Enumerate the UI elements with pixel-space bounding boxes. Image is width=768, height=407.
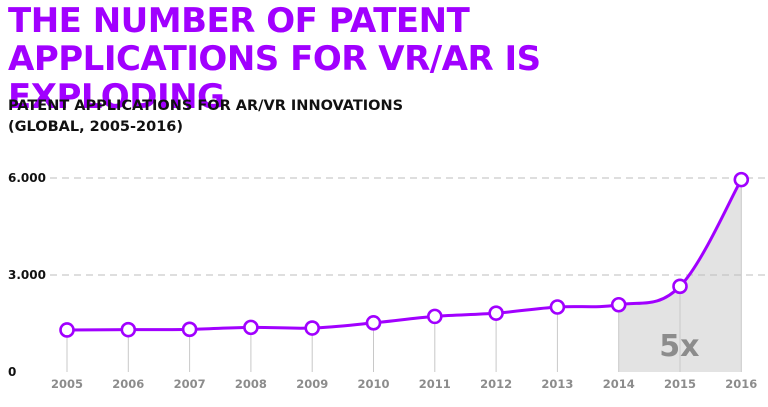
x-tick-label: 2015 bbox=[664, 377, 696, 391]
data-point-2016 bbox=[733, 171, 750, 188]
x-tick-label: 2014 bbox=[603, 377, 635, 391]
data-points-layer bbox=[59, 171, 750, 338]
data-point-2009 bbox=[304, 320, 321, 336]
x-tick-label: 2008 bbox=[235, 377, 267, 391]
headline-line-2: APPLICATIONS FOR VR/AR IS EXPLODING bbox=[8, 39, 541, 117]
data-point-2013 bbox=[549, 299, 566, 315]
headline: THE NUMBER OF PATENT APPLICATIONS FOR VR… bbox=[8, 2, 768, 116]
gridlines-layer bbox=[50, 177, 768, 276]
x-tick-label: 2009 bbox=[296, 377, 328, 391]
data-point-2015 bbox=[672, 278, 688, 295]
annotation-layer: 5x bbox=[659, 329, 699, 364]
x-tick-label: 2011 bbox=[419, 377, 451, 391]
droplines-layer bbox=[66, 179, 742, 372]
data-point-2008 bbox=[243, 319, 259, 336]
data-point-2006 bbox=[120, 321, 137, 338]
x-tick-label: 2007 bbox=[174, 377, 206, 391]
x-tick-label: 2010 bbox=[357, 377, 389, 391]
chart-title-block: PATENT APPLICATIONS FOR AR/VR INNOVATION… bbox=[8, 96, 403, 138]
chart-subtitle: (GLOBAL, 2005-2016) bbox=[8, 119, 184, 135]
x-tick-label: 2006 bbox=[112, 377, 144, 391]
x-tick-label: 2012 bbox=[480, 377, 512, 391]
x-tick-label: 2013 bbox=[541, 377, 573, 391]
y-tick-label: 6.000 bbox=[8, 171, 46, 185]
y-tick-label: 3.000 bbox=[8, 268, 46, 282]
x-tick-label: 2005 bbox=[51, 377, 83, 391]
data-point-2012 bbox=[488, 305, 504, 321]
x-tick-label: 2016 bbox=[725, 377, 757, 391]
y-tick-label: 0 bbox=[8, 365, 16, 379]
x-axis-labels: 2005 2006 2007 2008 2009 2010 2011 2012 2013 2014… bbox=[51, 377, 757, 391]
data-point-2010 bbox=[365, 315, 382, 331]
chart-title: PATENT APPLICATIONS FOR AR/VR INNOVATION… bbox=[8, 98, 404, 114]
data-point-2014 bbox=[610, 296, 627, 313]
data-point-2005 bbox=[59, 322, 75, 338]
headline-line-1: THE NUMBER OF PATENT bbox=[8, 1, 470, 41]
growth-annotation: 5x bbox=[659, 329, 699, 364]
data-point-2011 bbox=[426, 308, 443, 325]
y-axis-labels: 0 3.000 6.000 bbox=[8, 171, 46, 379]
shaded-region-layer bbox=[618, 179, 742, 372]
data-point-2007 bbox=[181, 321, 198, 338]
shaded-growth-area bbox=[618, 179, 742, 372]
